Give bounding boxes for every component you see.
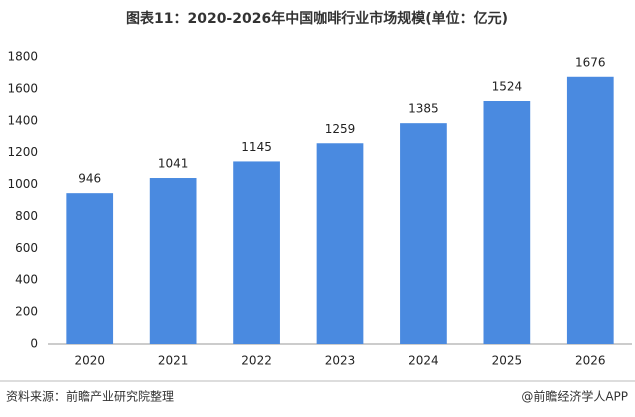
bar [566, 76, 614, 344]
bar [233, 161, 280, 344]
y-tick-label: 800 [15, 209, 38, 223]
chart-title: 图表11：2020-2026年中国咖啡行业市场规模(单位：亿元) [126, 10, 508, 27]
y-tick-label: 600 [15, 241, 38, 255]
y-tick-label: 1000 [7, 177, 38, 191]
bar [316, 143, 364, 344]
y-tick-label: 400 [15, 273, 38, 287]
x-tick-label: 2023 [325, 354, 356, 368]
data-label: 1524 [492, 80, 523, 94]
bar [66, 193, 114, 344]
data-label: 1385 [408, 102, 439, 116]
credit: @前瞻经济学人APP [521, 389, 628, 404]
y-tick-label: 1600 [7, 81, 38, 95]
data-label: 1259 [325, 122, 356, 136]
y-tick-label: 1800 [7, 50, 38, 64]
y-tick-label: 1200 [7, 145, 38, 159]
data-label: 1145 [241, 140, 272, 154]
data-label: 1676 [575, 55, 606, 69]
x-tick-label: 2026 [575, 354, 606, 368]
x-tick-label: 2021 [158, 354, 189, 368]
x-tick-label: 2025 [492, 354, 523, 368]
bar [483, 101, 531, 344]
x-tick-label: 2024 [408, 354, 439, 368]
y-tick-label: 0 [30, 337, 38, 351]
x-tick-label: 2022 [241, 354, 272, 368]
bar [400, 123, 447, 345]
y-tick-label: 200 [15, 305, 38, 319]
data-label: 1041 [158, 157, 189, 171]
bar [149, 178, 197, 344]
data-label: 946 [78, 172, 101, 186]
x-tick-label: 2020 [74, 354, 105, 368]
source: 资料来源：前瞻产业研究院整理 [6, 389, 174, 404]
y-tick-label: 1400 [7, 113, 38, 127]
